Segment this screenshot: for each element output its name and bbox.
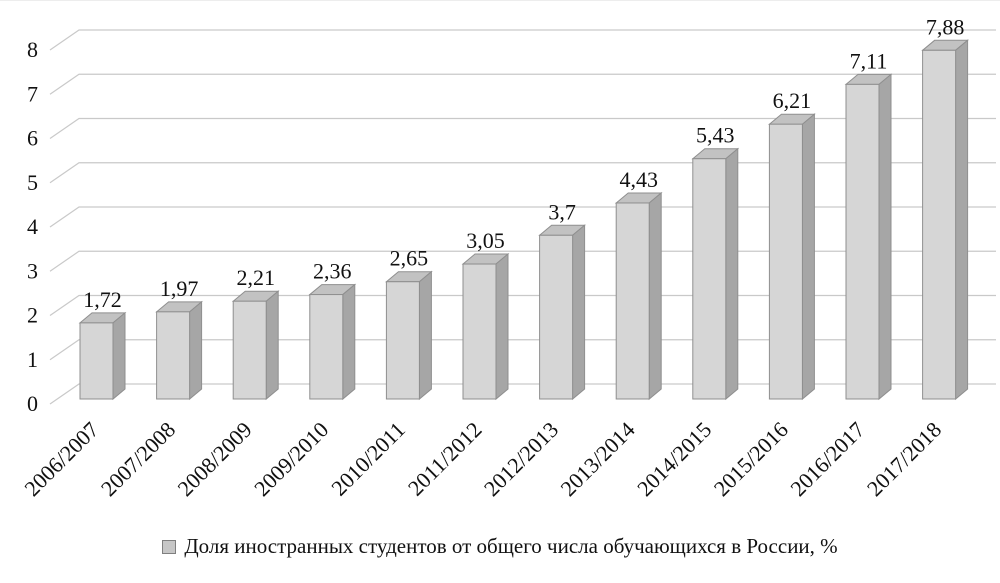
x-axis-category-label: 2009/2010	[249, 417, 333, 501]
bar-side-face	[725, 147, 739, 401]
bar-front-face	[462, 263, 497, 400]
bar-value-label: 7,88	[926, 14, 965, 39]
bar-3d	[768, 113, 816, 401]
bar-value-label: 2,36	[313, 259, 352, 284]
bar-3d	[78, 311, 127, 401]
bar-3d	[461, 252, 510, 401]
bar-side-face	[418, 270, 432, 401]
y-axis-tick-label: 2	[27, 303, 38, 328]
bar-3d	[614, 191, 663, 401]
gridline	[49, 339, 996, 361]
bar-value-label: 1,97	[160, 276, 199, 301]
bar-value-label: 3,7	[548, 199, 576, 224]
y-axis-tick-label: 8	[27, 37, 38, 62]
gridline	[49, 294, 996, 316]
bar-front-face	[845, 83, 880, 400]
bar-side-face	[572, 224, 586, 401]
x-axis-category-label: 2014/2015	[632, 417, 716, 501]
bar-3d	[308, 283, 357, 401]
x-axis-category-label: 2010/2011	[326, 417, 410, 501]
bar-side-face	[955, 39, 969, 401]
bar-value-label: 7,11	[850, 48, 888, 73]
bar-3d	[155, 300, 203, 401]
y-axis-tick-label: 4	[27, 214, 38, 239]
bar-3d	[231, 290, 280, 401]
bar-front-face	[385, 281, 420, 400]
bar-front-face	[692, 158, 727, 400]
bar-3d	[844, 73, 893, 401]
bar-side-face	[189, 300, 203, 401]
bar-side-face	[112, 311, 126, 401]
bar-value-label: 5,43	[696, 123, 735, 148]
gridline	[49, 162, 996, 184]
gridline	[49, 206, 996, 228]
bar-side-face	[265, 290, 279, 401]
x-axis-category-label: 2007/2008	[96, 417, 180, 501]
x-axis-category-label: 2013/2014	[556, 417, 640, 501]
bar-front-face	[309, 294, 344, 400]
bar-front-face	[768, 123, 803, 400]
bar-front-face	[232, 300, 267, 400]
gridline	[49, 250, 996, 272]
bar-front-face	[615, 202, 650, 400]
gridline	[49, 383, 996, 405]
bar-value-label: 2,21	[236, 265, 275, 290]
bar-value-label: 4,43	[619, 167, 658, 192]
x-axis-category-label: 2008/2009	[173, 417, 257, 501]
x-axis-category-label: 2017/2018	[862, 417, 946, 501]
bar-side-face	[342, 283, 356, 401]
y-axis-tick-label: 5	[27, 170, 38, 195]
bar-front-face	[539, 234, 574, 400]
bar-side-face	[878, 73, 892, 401]
bar-value-label: 1,72	[83, 287, 122, 312]
bar-value-label: 3,05	[466, 228, 505, 253]
y-axis-tick-label: 1	[27, 347, 38, 372]
bar-value-label: 2,65	[390, 246, 429, 271]
bar-value-label: 6,21	[773, 88, 812, 113]
gridline	[49, 29, 996, 51]
legend-swatch-icon	[162, 539, 177, 554]
bar-front-face	[922, 49, 957, 400]
y-axis-tick-label: 3	[27, 258, 38, 283]
legend: Доля иностранных студентов от общего чис…	[0, 534, 1000, 559]
gridline	[49, 73, 996, 95]
bar-3d	[538, 224, 586, 401]
y-axis-tick-label: 7	[27, 81, 38, 106]
x-axis-category-label: 2015/2016	[709, 417, 793, 501]
gridline	[49, 117, 996, 139]
bar-side-face	[495, 252, 509, 401]
x-axis-category-label: 2006/2007	[19, 417, 103, 501]
y-axis-tick-label: 0	[27, 391, 38, 416]
y-axis-tick-label: 6	[27, 126, 38, 151]
x-axis-category-label: 2012/2013	[479, 417, 563, 501]
bar-3d	[691, 147, 740, 401]
bar-side-face	[648, 191, 662, 401]
bar-front-face	[79, 322, 114, 400]
plot-area: 0 1 2 3 4 5 6 7 8 1,72 2006/2007 1,97 2007/2008 2,21 2…	[19, 14, 996, 501]
legend-label: Доля иностранных студентов от общего чис…	[184, 534, 838, 558]
bar-3d	[385, 270, 433, 401]
x-axis-category-label: 2011/2012	[403, 417, 487, 501]
bar-3d	[921, 39, 969, 401]
bar-side-face	[801, 113, 815, 401]
x-axis-category-label: 2016/2017	[785, 417, 869, 501]
bar-front-face	[156, 311, 191, 400]
